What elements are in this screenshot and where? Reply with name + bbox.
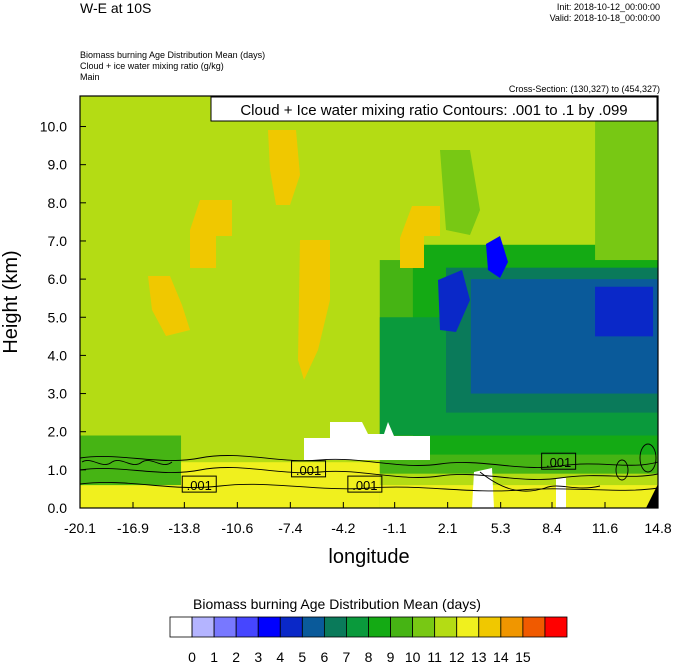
contour-label: .001 bbox=[296, 463, 321, 478]
dark-blue-core-left bbox=[438, 270, 470, 332]
colorbar-swatch bbox=[235, 616, 259, 638]
x-tick-label: 8.4 bbox=[542, 520, 562, 536]
shaded-region-9 bbox=[595, 286, 654, 337]
y-tick-label: 7.0 bbox=[48, 233, 68, 249]
green-tongue-upper bbox=[440, 150, 480, 235]
white-gap-right2 bbox=[556, 478, 566, 508]
plot-title: W-E at 10S bbox=[80, 0, 152, 16]
y-tick-label: 5.0 bbox=[48, 309, 68, 325]
y-axis-label: Height (km) bbox=[0, 250, 22, 353]
contour-label: .001 bbox=[187, 478, 212, 493]
colorbar-label: 9 bbox=[387, 649, 395, 665]
upper-orange-patch-center bbox=[268, 130, 300, 205]
y-tick-label: 1.0 bbox=[48, 462, 68, 478]
colorbar-swatch bbox=[279, 616, 303, 638]
x-axis-label: longitude bbox=[328, 546, 409, 568]
upper-orange-patch-right bbox=[400, 206, 440, 268]
cross-section-label: Cross-Section: (130,327) to (454,327) bbox=[508, 84, 660, 94]
colorbar-swatch bbox=[368, 616, 391, 638]
colorbar-label: 4 bbox=[276, 649, 284, 665]
cloud-ice-contours bbox=[80, 443, 658, 492]
colorbar-swatch bbox=[213, 616, 237, 638]
y-tick-label: 6.0 bbox=[48, 271, 68, 287]
shaded-region-2 bbox=[379, 485, 658, 508]
colorbar-title: Biomass burning Age Distribution Mean (d… bbox=[193, 596, 481, 612]
y-tick-label: 0.0 bbox=[48, 500, 68, 516]
colorbar-swatch bbox=[257, 616, 281, 638]
axes: -20.1 -16.9 -13.8 -10.6 -7.4 -4.2 -1.1 2.1 5.3 8.… bbox=[0, 119, 672, 568]
colorbar-swatch bbox=[500, 616, 524, 638]
colorbar-label: 14 bbox=[493, 649, 509, 665]
colorbar-label: 0 bbox=[188, 649, 196, 665]
colorbar-swatch bbox=[323, 616, 347, 638]
contour-annotation: Cloud + Ice water mixing ratio Contours:… bbox=[240, 102, 627, 119]
colorbar-label: 6 bbox=[320, 649, 328, 665]
colorbar-swatch bbox=[434, 616, 458, 638]
contour-label: .001 bbox=[352, 478, 377, 493]
y-tick-label: 2.0 bbox=[48, 424, 68, 440]
init-time: Init: 2018-10-12_00:00:00 bbox=[556, 2, 660, 12]
x-tick-label: -20.1 bbox=[64, 520, 96, 536]
contour-label-box bbox=[347, 475, 383, 493]
x-tick-label: -1.1 bbox=[383, 520, 407, 536]
colorbar-label: 13 bbox=[471, 649, 487, 665]
x-tick-label: -4.2 bbox=[331, 520, 355, 536]
colorbar-label: 10 bbox=[405, 649, 421, 665]
shaded-field bbox=[80, 96, 658, 508]
colorbar-swatch bbox=[522, 616, 546, 638]
x-tick-label: 14.8 bbox=[644, 520, 671, 536]
field-description-contour: Cloud + ice water mixing ratio (g/kg) bbox=[80, 61, 224, 71]
valid-time: Valid: 2018-10-18_00:00:00 bbox=[549, 13, 660, 23]
field-description-main: Main bbox=[80, 72, 100, 82]
x-tick-label: 2.1 bbox=[438, 520, 458, 536]
colorbar-swatch bbox=[301, 616, 325, 638]
x-tick-label: 11.6 bbox=[592, 520, 618, 536]
y-tick-label: 3.0 bbox=[48, 386, 68, 402]
dark-blue-core-center bbox=[486, 236, 508, 278]
shaded-region-10 bbox=[595, 96, 658, 261]
x-tick-label: 5.3 bbox=[491, 520, 511, 536]
y-tick-label: 10.0 bbox=[40, 119, 67, 135]
orange-column-patch bbox=[298, 240, 330, 380]
colorbar-swatch bbox=[346, 616, 369, 638]
colorbar-label: 7 bbox=[343, 649, 351, 665]
colorbar-label: 3 bbox=[254, 649, 262, 665]
terrain-corner bbox=[646, 484, 658, 508]
mid-orange-patch bbox=[148, 276, 190, 336]
green-tongue-right bbox=[495, 148, 575, 200]
colorbar-swatch bbox=[390, 616, 414, 638]
colorbar-swatch bbox=[412, 616, 436, 638]
contour-label-box bbox=[541, 452, 577, 470]
white-gap-center bbox=[304, 422, 430, 460]
x-tick-label: -16.9 bbox=[117, 520, 149, 536]
colorbar-label: 5 bbox=[298, 649, 306, 665]
colorbar-swatch bbox=[478, 616, 502, 638]
field-description-shaded: Biomass burning Age Distribution Mean (d… bbox=[80, 50, 266, 60]
colorbar-label: 2 bbox=[232, 649, 240, 665]
upper-orange-patch-left bbox=[190, 200, 232, 268]
colorbar: 0 1 2 3 4 5 6 7 8 9 10 11 12 13 14 15 bbox=[169, 616, 568, 665]
colorbar-swatch bbox=[191, 616, 215, 638]
plot-frame bbox=[79, 95, 659, 509]
contour-labels: .001 .001 .001 .001 bbox=[181, 452, 577, 493]
y-tick-label: 4.0 bbox=[48, 347, 68, 363]
colorbar-label: 12 bbox=[449, 649, 465, 665]
y-tick-label: 9.0 bbox=[48, 157, 68, 173]
x-tick-label: -10.6 bbox=[221, 520, 253, 536]
x-tick-label: -13.8 bbox=[168, 520, 200, 536]
y-tick-label: 8.0 bbox=[48, 195, 68, 211]
contour-label-box bbox=[181, 475, 217, 493]
contour-annotation-box: Cloud + Ice water mixing ratio Contours:… bbox=[210, 96, 658, 122]
contour-label-box bbox=[291, 460, 327, 478]
colorbar-label: 8 bbox=[365, 649, 373, 665]
colorbar-label: 1 bbox=[210, 649, 218, 665]
colorbar-swatch bbox=[544, 616, 568, 638]
contour-label: .001 bbox=[546, 455, 571, 470]
colorbar-swatch bbox=[456, 616, 480, 638]
colorbar-swatch bbox=[169, 616, 193, 638]
x-tick-label: -7.4 bbox=[278, 520, 302, 536]
colorbar-label: 15 bbox=[515, 649, 531, 665]
colorbar-label: 11 bbox=[427, 649, 442, 665]
